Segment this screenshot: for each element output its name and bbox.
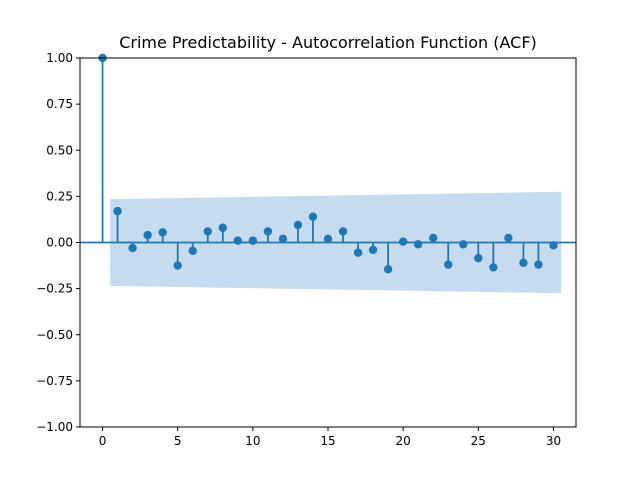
x-tick-label: 15 [320,434,335,448]
x-tick-label: 5 [174,434,182,448]
y-tick-label: 0.00 [46,236,73,250]
stem-marker [128,243,137,253]
y-tick-label: 0.50 [46,143,73,157]
y-tick-label: −0.25 [36,282,73,296]
stem-marker [293,220,303,230]
x-tick-label: 20 [396,434,411,448]
stem-marker [489,263,498,272]
stem-marker [429,233,438,243]
stem-marker [444,260,453,269]
stem-marker [323,234,333,244]
stem-marker [173,261,182,270]
y-tick-label: −0.75 [36,374,73,388]
stem-marker [383,265,393,274]
x-tick-label: 10 [245,434,260,448]
stem-marker [203,227,212,236]
stem-marker [278,234,288,244]
x-tick-label: 25 [471,434,486,448]
x-tick-label: 30 [546,434,561,448]
stem-marker [368,245,378,255]
stem-marker [474,253,483,263]
stem-marker [459,240,468,249]
stem-marker [519,258,528,267]
y-tick-label: −1.00 [36,420,73,434]
stem-marker [413,240,423,249]
stem-marker [338,227,348,236]
y-tick-label: −0.50 [36,328,73,342]
x-tick-label: 0 [99,434,107,448]
stem-marker [158,228,167,237]
stem-marker [248,236,258,245]
y-tick-label: 1.00 [46,51,73,65]
stem-marker [263,227,273,236]
stem-marker [113,206,122,216]
chart-title: Crime Predictability - Autocorrelation F… [119,33,537,52]
stem-marker [534,260,543,269]
stem-marker [233,236,243,245]
stem-marker [188,246,197,256]
y-tick-label: 0.75 [46,97,73,111]
stem-marker [143,230,152,240]
stem-marker [504,233,513,243]
stem-marker [398,237,408,246]
y-tick-label: 0.25 [46,189,73,203]
stem-marker [549,241,558,250]
stem-marker [353,248,363,257]
stem-marker [218,223,227,232]
stem-marker [308,212,318,221]
